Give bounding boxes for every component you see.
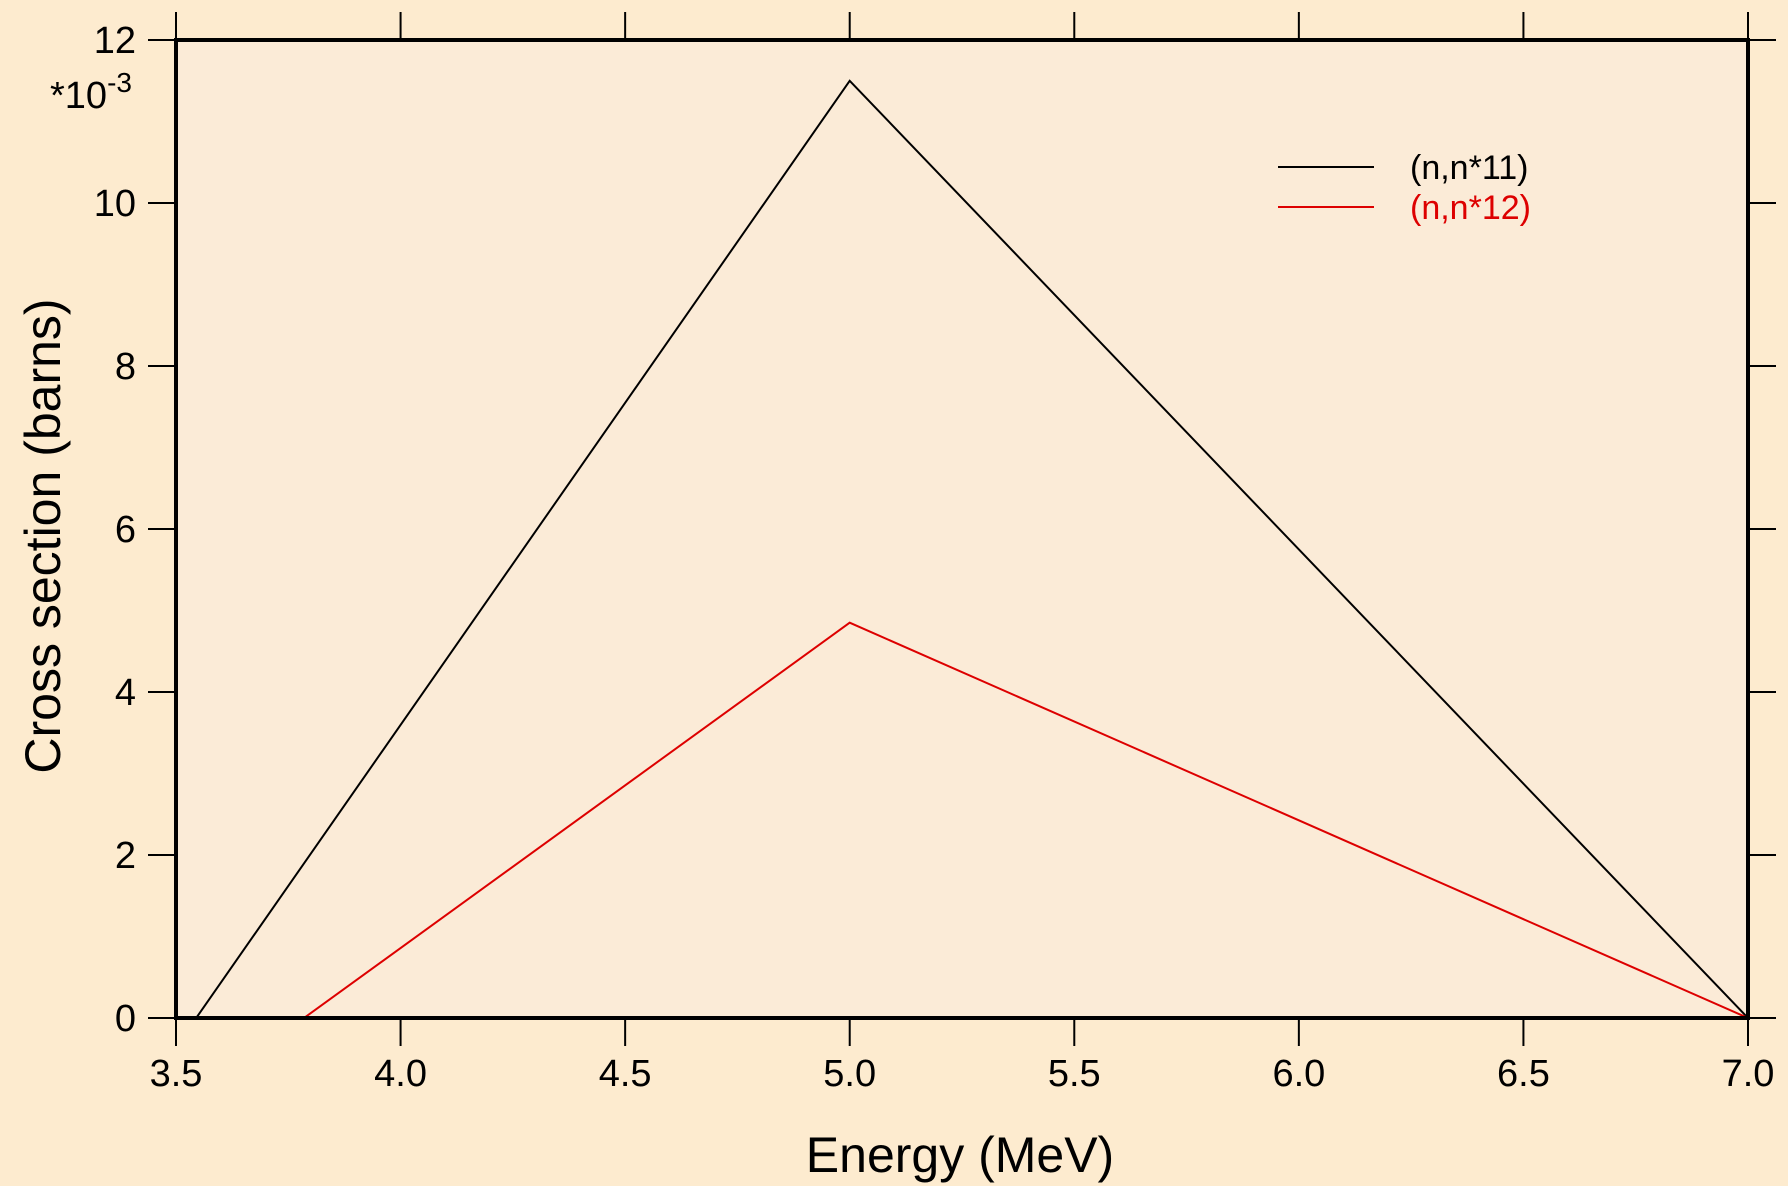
series-layer [195,79,1749,1019]
y-tick-label: 12 [94,20,136,62]
y-tick-label: 4 [115,672,136,714]
y-tick-label: 0 [115,998,136,1040]
ticks-layer [148,12,1776,1046]
legend: (n,n*11)(n,n*12) [1278,149,1531,227]
y-tick-label: 6 [115,509,136,551]
x-axis-title: Energy (MeV) [806,1127,1114,1183]
y-tick-label: 10 [94,183,136,225]
x-tick-label: 4.5 [599,1053,652,1095]
x-tick-label: 6.5 [1497,1053,1550,1095]
tick-labels-layer: 3.5 4.0 4.5 5.0 5.5 6.0 6.5 7.0 0 2 4 6 8 10 12 [94,20,1775,1095]
x-tick-label: 5.5 [1048,1053,1101,1095]
y-multiplier-base: *10 [50,75,107,117]
x-tick-label: 7.0 [1722,1053,1775,1095]
x-tick-label: 6.0 [1272,1053,1325,1095]
y-multiplier-exponent: -3 [107,67,132,98]
y-multiplier: *10-3 [50,67,132,117]
legend-label-2: (n,n*12) [1410,189,1531,227]
x-tick-label: 5.0 [823,1053,876,1095]
y-tick-label: 8 [115,346,136,388]
series-line-1 [195,79,1749,1019]
x-tick-label: 3.5 [150,1053,203,1095]
series-line-2 [303,621,1749,1019]
y-axis-title: Cross section (barns) [15,298,71,773]
y-tick-label: 2 [115,835,136,877]
x-tick-label: 4.0 [374,1053,427,1095]
plot-area [176,40,1748,1018]
legend-label-1: (n,n*11) [1410,149,1528,187]
